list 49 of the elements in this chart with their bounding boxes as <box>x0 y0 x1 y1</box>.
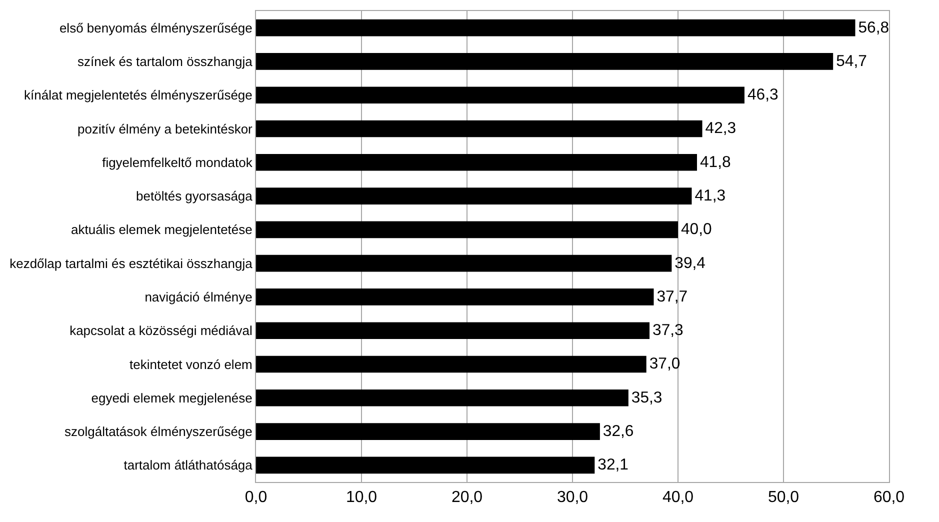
bar <box>256 221 678 238</box>
y-tick-label: aktuális elemek megjelentetése <box>71 222 252 238</box>
data-label: 37,3 <box>652 322 684 340</box>
x-tick-label: 20,0 <box>451 489 483 506</box>
y-tick-label: navigáció élménye <box>144 290 252 305</box>
bar <box>256 389 628 406</box>
data-label: 40,0 <box>681 221 712 238</box>
data-label: 46,3 <box>747 86 778 104</box>
data-label: 35,3 <box>631 389 662 406</box>
y-tick-label: első benyomás élményszerűsége <box>59 20 252 36</box>
y-tick-label: kezdőlap tartalmi és esztétikai összhangja <box>10 256 254 271</box>
data-label: 39,4 <box>674 254 706 272</box>
y-tick-label: kínálat megjelentetés élményszerűsége <box>24 88 252 103</box>
data-label: 41,8 <box>700 154 731 171</box>
data-label: 54,7 <box>836 52 867 70</box>
bar <box>256 456 595 474</box>
x-tick-label: 10,0 <box>346 489 378 506</box>
data-label: 42,3 <box>705 120 736 138</box>
data-label: 32,6 <box>602 422 634 440</box>
bar <box>256 356 646 373</box>
y-tick-label: pozitív élmény a betekintéskor <box>78 121 254 136</box>
y-tick-label: tartalom átláthatósága <box>124 458 254 473</box>
y-tick-label: figyelemfelkeltő mondatok <box>102 154 253 170</box>
data-label: 32,1 <box>598 456 629 474</box>
bar <box>256 423 600 440</box>
x-tick-label: 0,0 <box>244 489 268 506</box>
bar <box>256 120 702 138</box>
bar <box>256 86 744 104</box>
bar <box>256 322 650 340</box>
bar <box>256 53 834 70</box>
bar <box>256 288 654 306</box>
y-tick-label: kapcsolat a közösségi médiával <box>70 323 253 338</box>
data-label: 37,7 <box>656 288 688 306</box>
y-tick-label: színek és tartalom összhangja <box>78 54 254 70</box>
y-tick-label: tekintetet vonzó elem <box>130 356 252 372</box>
y-tick-label: egyedi elemek megjelenése <box>91 390 252 406</box>
data-label: 37,0 <box>649 356 680 373</box>
y-tick-label: szolgáltatások élményszerűsége <box>64 424 252 440</box>
data-label: 41,3 <box>694 187 726 204</box>
x-tick-label: 30,0 <box>556 489 588 506</box>
x-tick-label: 50,0 <box>768 489 800 506</box>
y-tick-label: betöltés gyorsasága <box>136 188 254 204</box>
x-tick-label: 40,0 <box>662 489 694 506</box>
data-label: 56,8 <box>858 19 890 36</box>
bar <box>256 254 672 272</box>
bar <box>256 154 697 171</box>
bar <box>256 188 692 204</box>
bar <box>256 19 856 36</box>
x-tick-label: 60,0 <box>873 489 905 506</box>
